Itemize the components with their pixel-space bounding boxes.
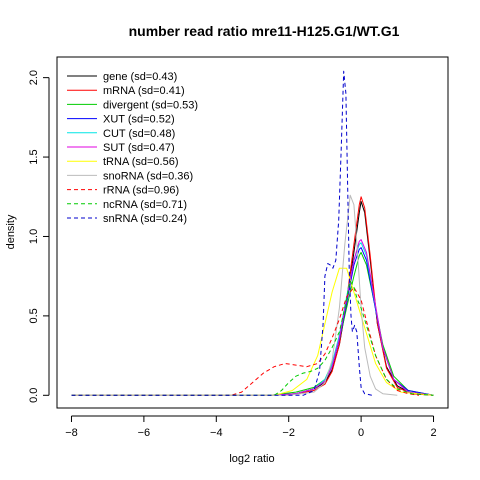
x-tick-label: −4 [210, 427, 223, 439]
series-line [71, 239, 434, 396]
y-axis-label: density [5, 214, 17, 249]
x-tick-label: −8 [65, 427, 78, 439]
plot-frame [56, 56, 449, 409]
legend-label: CUT (sd=0.48) [103, 128, 175, 140]
y-tick-label: 0.0 [28, 388, 40, 403]
series-line [71, 196, 434, 396]
legend-label: snRNA (sd=0.24) [103, 213, 187, 225]
series-line [71, 194, 398, 396]
y-axis: 0.0 0.5 1.0 1.5 2.0 [28, 70, 50, 403]
x-axis: −8 −6 −4 −2 0 2 [65, 415, 437, 439]
chart-title: number read ratio mre11-H125.G1/WT.G1 [129, 23, 400, 39]
legend-label: snoRNA (sd=0.36) [103, 170, 193, 182]
y-tick-label: 1.5 [28, 149, 40, 164]
legend-label: XUT (sd=0.52) [103, 114, 175, 126]
x-tick-label: −6 [138, 427, 151, 439]
series-layer [71, 70, 434, 396]
y-tick-label: 1.0 [28, 229, 40, 244]
legend: gene (sd=0.43) mRNA (sd=0.41) divergent (s… [67, 71, 198, 225]
series-line [71, 70, 373, 396]
series-line [71, 286, 420, 396]
x-tick-label: 2 [430, 427, 436, 439]
series-line [71, 251, 434, 396]
legend-label: gene (sd=0.43) [103, 71, 177, 83]
y-tick-label: 0.5 [28, 308, 40, 323]
legend-label: divergent (sd=0.53) [103, 99, 198, 111]
y-tick-label: 2.0 [28, 70, 40, 85]
legend-label: SUT (sd=0.47) [103, 142, 175, 154]
x-tick-label: −2 [282, 427, 295, 439]
series-line [71, 280, 434, 396]
legend-label: rRNA (sd=0.96) [103, 185, 179, 197]
x-tick-label: 0 [358, 427, 364, 439]
legend-label: ncRNA (sd=0.71) [103, 199, 187, 211]
legend-label: mRNA (sd=0.41) [103, 85, 185, 97]
x-axis-label: log2 ratio [229, 453, 274, 465]
legend-label: tRNA (sd=0.56) [103, 156, 179, 168]
